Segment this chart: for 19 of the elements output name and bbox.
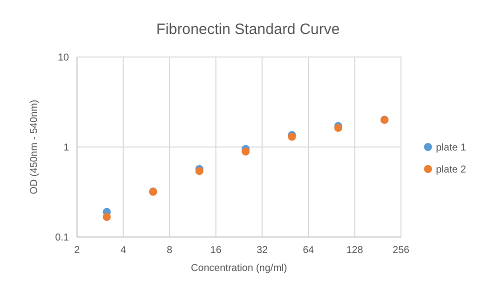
x-axis-title: Concentration (ng/ml)	[190, 263, 288, 274]
point	[102, 212, 111, 221]
x-tick-label: 4	[120, 245, 127, 256]
x-tick-label: 2	[74, 245, 80, 256]
x-tick-label: 256	[392, 245, 410, 256]
y-tick-label: 1	[63, 142, 70, 154]
y-tick-label: 10	[58, 52, 70, 64]
x-tick-label: 16	[210, 245, 222, 256]
x-tick-label: 128	[346, 245, 364, 256]
x-tick-label: 8	[166, 245, 173, 256]
legend-label: plate 2	[436, 164, 466, 176]
point	[195, 167, 204, 176]
legend-label: plate 1	[436, 142, 466, 154]
y-axis-title: OD (450nm - 540nm)	[29, 100, 40, 194]
x-tick-label: 64	[302, 245, 314, 256]
point	[242, 148, 250, 156]
chart-title: Fibronectin Standard Curve	[156, 21, 340, 38]
y-tick-label: 0.1	[55, 232, 70, 244]
x-tick-label: 32	[256, 245, 268, 256]
